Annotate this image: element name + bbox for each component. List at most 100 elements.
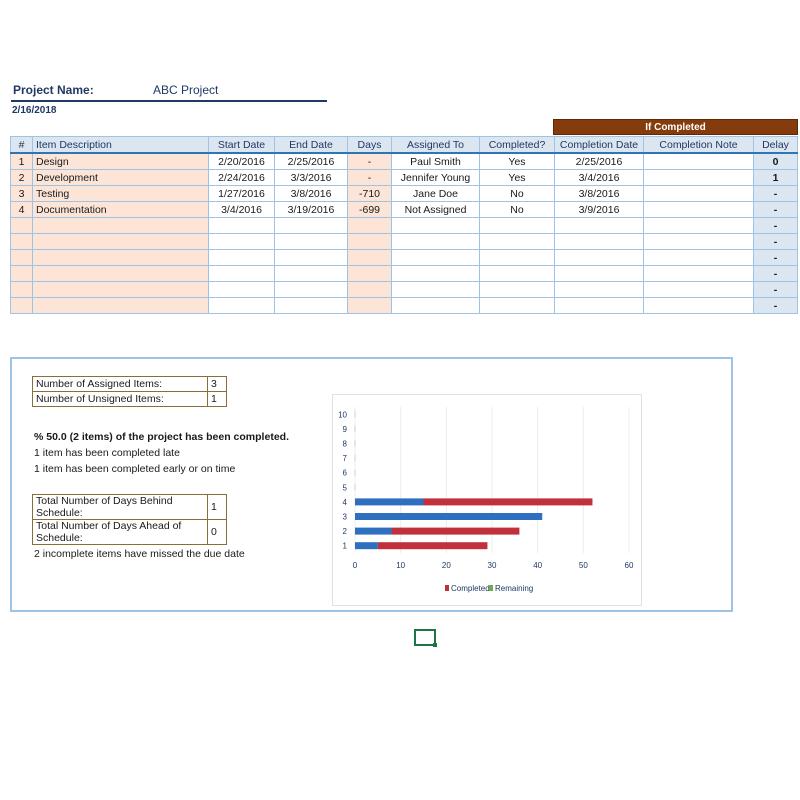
cell-days[interactable]: [347, 297, 392, 314]
cell-assigned-to[interactable]: Jane Doe: [391, 185, 480, 202]
cell-item-description[interactable]: [32, 233, 209, 250]
cell-item-description[interactable]: [32, 249, 209, 266]
cell-assigned-to[interactable]: [391, 217, 480, 234]
cell-number[interactable]: [10, 265, 33, 282]
cell-completed[interactable]: [479, 265, 555, 282]
cell-start-date[interactable]: [208, 281, 275, 298]
cell-completed[interactable]: Yes: [479, 152, 555, 170]
cell-end-date[interactable]: 3/19/2016: [274, 201, 348, 218]
cell-item-description[interactable]: [32, 281, 209, 298]
cell-completed[interactable]: No: [479, 201, 555, 218]
cell-delay[interactable]: -: [753, 265, 798, 282]
cell-end-date[interactable]: [274, 265, 348, 282]
cell-completion-note[interactable]: [643, 201, 754, 218]
cell-end-date[interactable]: [274, 249, 348, 266]
cell-days[interactable]: -710: [347, 185, 392, 202]
cell-delay[interactable]: -: [753, 249, 798, 266]
assigned-value[interactable]: 3: [207, 376, 227, 392]
cell-end-date[interactable]: [274, 297, 348, 314]
cell-start-date[interactable]: [208, 265, 275, 282]
cell-assigned-to[interactable]: Not Assigned: [391, 201, 480, 218]
cell-start-date[interactable]: 1/27/2016: [208, 185, 275, 202]
ahead-value[interactable]: 0: [207, 519, 227, 545]
progress-chart[interactable]: 0 10 20 30 40 50 60 1 2 3 4 5 6 7 8 9 10 Completed Remaini…: [332, 394, 642, 606]
cell-start-date[interactable]: [208, 217, 275, 234]
cell-end-date[interactable]: 2/25/2016: [274, 152, 348, 170]
cell-completion-note[interactable]: [643, 249, 754, 266]
cell-completed[interactable]: [479, 297, 555, 314]
cell-completion-note[interactable]: [643, 297, 754, 314]
cell-end-date[interactable]: 3/8/2016: [274, 185, 348, 202]
cell-number[interactable]: 1: [10, 152, 33, 170]
cell-completion-note[interactable]: [643, 217, 754, 234]
cell-completion-date[interactable]: [554, 249, 644, 266]
fill-handle[interactable]: [433, 643, 437, 647]
cell-delay[interactable]: -: [753, 281, 798, 298]
cell-assigned-to[interactable]: [391, 249, 480, 266]
cell-assigned-to[interactable]: Paul Smith: [391, 152, 480, 170]
cell-delay[interactable]: 1: [753, 169, 798, 186]
cell-completed[interactable]: Yes: [479, 169, 555, 186]
cell-completion-date[interactable]: [554, 281, 644, 298]
cell-completion-date[interactable]: [554, 297, 644, 314]
cell-item-description[interactable]: [32, 265, 209, 282]
cell-delay[interactable]: -: [753, 201, 798, 218]
cell-completion-note[interactable]: [643, 265, 754, 282]
cell-delay[interactable]: -: [753, 233, 798, 250]
cell-completion-date[interactable]: [554, 233, 644, 250]
cell-completion-date[interactable]: 2/25/2016: [554, 152, 644, 170]
cell-item-description[interactable]: Testing: [32, 185, 209, 202]
cell-completion-date[interactable]: 3/4/2016: [554, 169, 644, 186]
cell-delay[interactable]: 0: [753, 152, 798, 170]
cell-number[interactable]: 2: [10, 169, 33, 186]
cell-completed[interactable]: [479, 281, 555, 298]
cell-number[interactable]: [10, 233, 33, 250]
cell-assigned-to[interactable]: [391, 281, 480, 298]
cell-item-description[interactable]: Development: [32, 169, 209, 186]
cell-days[interactable]: [347, 265, 392, 282]
cell-completed[interactable]: [479, 217, 555, 234]
cell-days[interactable]: -: [347, 169, 392, 186]
cell-end-date[interactable]: 3/3/2016: [274, 169, 348, 186]
cell-completion-date[interactable]: [554, 217, 644, 234]
project-date[interactable]: 2/16/2018: [12, 105, 57, 116]
cell-item-description[interactable]: [32, 297, 209, 314]
cell-days[interactable]: [347, 217, 392, 234]
cell-start-date[interactable]: [208, 297, 275, 314]
cell-days[interactable]: [347, 233, 392, 250]
cell-delay[interactable]: -: [753, 185, 798, 202]
cell-start-date[interactable]: 3/4/2016: [208, 201, 275, 218]
cell-start-date[interactable]: [208, 233, 275, 250]
cell-number[interactable]: 3: [10, 185, 33, 202]
cell-item-description[interactable]: Design: [32, 152, 209, 170]
cell-assigned-to[interactable]: [391, 297, 480, 314]
cell-completion-note[interactable]: [643, 152, 754, 170]
cell-days[interactable]: -699: [347, 201, 392, 218]
cell-assigned-to[interactable]: Jennifer Young: [391, 169, 480, 186]
cell-assigned-to[interactable]: [391, 233, 480, 250]
cell-number[interactable]: 4: [10, 201, 33, 218]
cell-completed[interactable]: [479, 233, 555, 250]
cell-completion-date[interactable]: 3/8/2016: [554, 185, 644, 202]
behind-value[interactable]: 1: [207, 494, 227, 520]
cell-start-date[interactable]: 2/20/2016: [208, 152, 275, 170]
cell-number[interactable]: [10, 217, 33, 234]
cell-completion-note[interactable]: [643, 185, 754, 202]
cell-assigned-to[interactable]: [391, 265, 480, 282]
cell-days[interactable]: [347, 249, 392, 266]
cell-start-date[interactable]: 2/24/2016: [208, 169, 275, 186]
cell-completed[interactable]: No: [479, 185, 555, 202]
project-name-value[interactable]: ABC Project: [153, 83, 219, 97]
cell-days[interactable]: -: [347, 152, 392, 170]
cell-start-date[interactable]: [208, 249, 275, 266]
cell-end-date[interactable]: [274, 281, 348, 298]
cell-number[interactable]: [10, 297, 33, 314]
cell-item-description[interactable]: Documentation: [32, 201, 209, 218]
cell-completion-note[interactable]: [643, 233, 754, 250]
cell-completion-date[interactable]: [554, 265, 644, 282]
cell-end-date[interactable]: [274, 233, 348, 250]
cell-completion-note[interactable]: [643, 169, 754, 186]
unassigned-value[interactable]: 1: [207, 391, 227, 407]
cell-number[interactable]: [10, 249, 33, 266]
cell-number[interactable]: [10, 281, 33, 298]
